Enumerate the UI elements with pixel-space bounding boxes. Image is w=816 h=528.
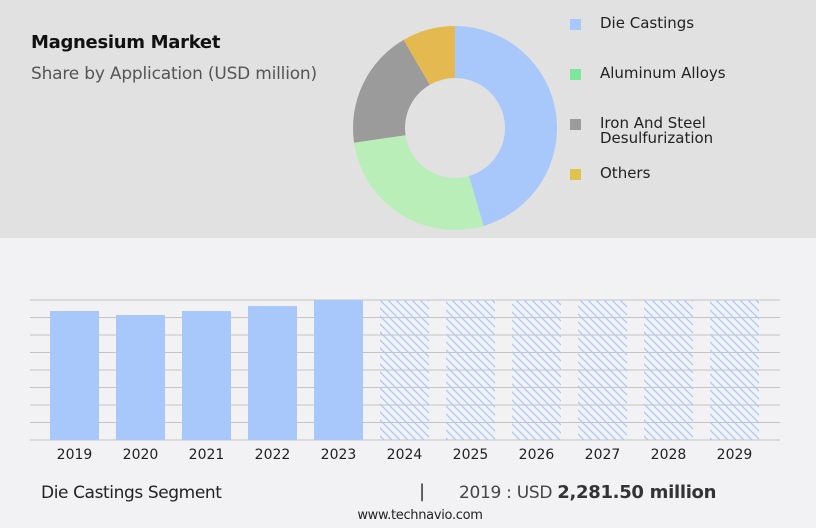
legend-swatch-icon: [570, 169, 581, 180]
x-tick-label: 2020: [123, 447, 159, 463]
forecast-bar: [380, 300, 429, 440]
x-tick-label: 2021: [189, 447, 225, 463]
bar: [314, 300, 363, 440]
forecast-bar: [710, 300, 759, 440]
segment-value: 2019 : USD 2,281.50 million: [459, 482, 717, 503]
donut-chart: [353, 26, 557, 230]
donut-slice: [353, 39, 430, 143]
x-tick-label: 2024: [387, 447, 423, 463]
forecast-bar: [644, 300, 693, 440]
legend-swatch-icon: [570, 119, 581, 130]
forecast-bar: [512, 300, 561, 440]
legend-swatch-icon: [570, 69, 581, 80]
donut-slice: [455, 26, 557, 226]
x-tick-label: 2023: [321, 447, 357, 463]
x-tick-label: 2019: [57, 447, 93, 463]
summary-panel: Magnesium Market Share by Application (U…: [0, 0, 816, 238]
x-tick-label: 2029: [717, 447, 753, 463]
bar: [116, 314, 165, 440]
segment-label: Die Castings Segment: [41, 483, 222, 503]
source-link[interactable]: www.technavio.com: [357, 508, 483, 523]
x-tick-label: 2028: [651, 447, 687, 463]
separator: |: [419, 481, 426, 502]
x-tick-label: 2026: [519, 447, 555, 463]
bar: [248, 305, 297, 440]
donut-slice: [403, 26, 455, 85]
x-tick-label: 2022: [255, 447, 291, 463]
x-tick-label: 2027: [585, 447, 621, 463]
bar: [50, 310, 99, 440]
donut-slice: [354, 135, 484, 230]
legend-swatch-icon: [570, 19, 581, 30]
bar-chart: 2019 2020 2021 2022 2023 2024 2025 2026 2027 2028…: [30, 299, 780, 463]
forecast-bar: [446, 300, 495, 440]
x-tick-label: 2025: [453, 447, 489, 463]
bar: [182, 311, 231, 440]
chart-subtitle: Share by Application (USD million): [31, 64, 317, 84]
forecast-bar: [578, 300, 627, 440]
chart-title: Magnesium Market: [31, 32, 221, 53]
